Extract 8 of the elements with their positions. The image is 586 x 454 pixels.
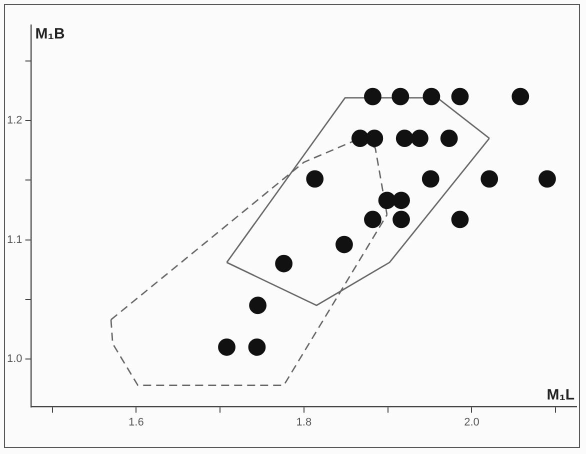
x-tick-label: 1.8 [296, 416, 312, 428]
y-tick-label: 1.2 [6, 114, 22, 126]
x-axis-title: M₁L [546, 386, 575, 404]
x-tick-label: 2.0 [464, 416, 480, 428]
y-tick-label: 1.1 [6, 234, 22, 246]
y-axis-title: M₁B [35, 26, 65, 43]
x-tick-label: 1.6 [128, 416, 144, 428]
y-tick-label: 1.0 [6, 353, 22, 366]
